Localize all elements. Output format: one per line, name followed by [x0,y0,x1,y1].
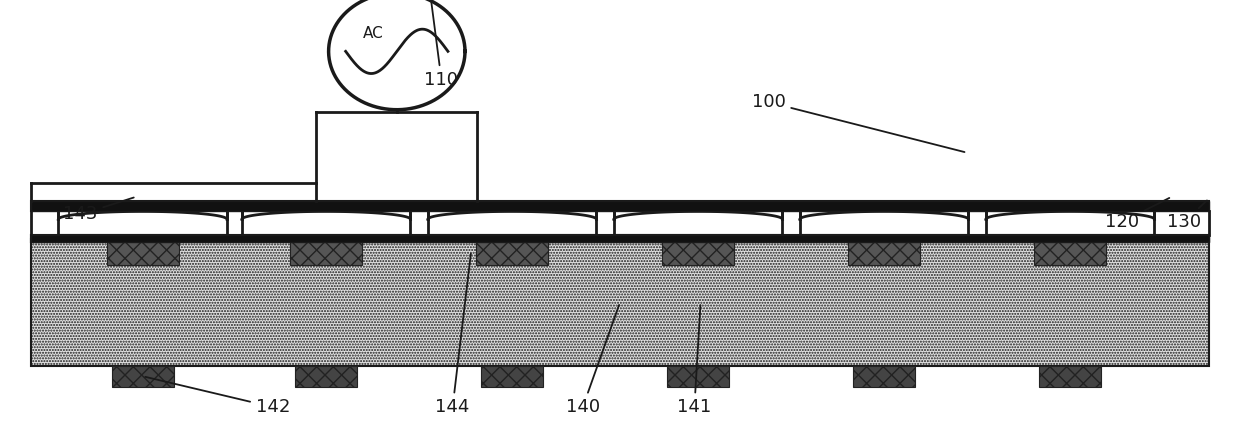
Bar [476,241,548,265]
Bar [1154,211,1209,242]
Bar [31,201,1209,211]
Text: 100: 100 [751,93,965,152]
Bar [782,211,800,242]
Bar [428,211,596,231]
Bar [31,211,58,242]
Bar [1039,366,1101,386]
Bar [667,366,729,386]
Bar [481,366,543,386]
Text: 120: 120 [1105,198,1169,231]
Text: 141: 141 [677,305,712,416]
Bar [107,241,179,265]
Polygon shape [986,212,1154,219]
Bar [31,235,1209,242]
Bar [112,366,174,386]
Bar [227,211,242,242]
Bar [853,366,915,386]
Bar [295,366,357,386]
Text: 140: 140 [565,305,619,416]
Bar [596,211,614,242]
Text: 130: 130 [1167,201,1207,231]
Bar [410,211,428,242]
Polygon shape [614,212,782,219]
Polygon shape [58,212,227,219]
Bar [31,235,1209,242]
Text: 144: 144 [435,254,471,416]
Bar [968,211,986,242]
Bar [986,211,1154,231]
Bar [1034,241,1106,265]
Polygon shape [800,212,968,219]
Polygon shape [428,212,596,219]
Text: 110: 110 [424,2,459,89]
Text: AC: AC [362,26,383,42]
Bar [31,201,1209,211]
Bar [662,241,734,265]
Text: 143: 143 [63,198,134,223]
Bar [58,211,227,231]
Bar [848,241,920,265]
Bar [800,211,968,231]
Bar [242,211,410,231]
Polygon shape [242,212,410,219]
Bar [614,211,782,231]
Bar [31,235,1209,242]
Text: 142: 142 [145,377,290,416]
Bar [31,239,1209,366]
Bar [290,241,362,265]
